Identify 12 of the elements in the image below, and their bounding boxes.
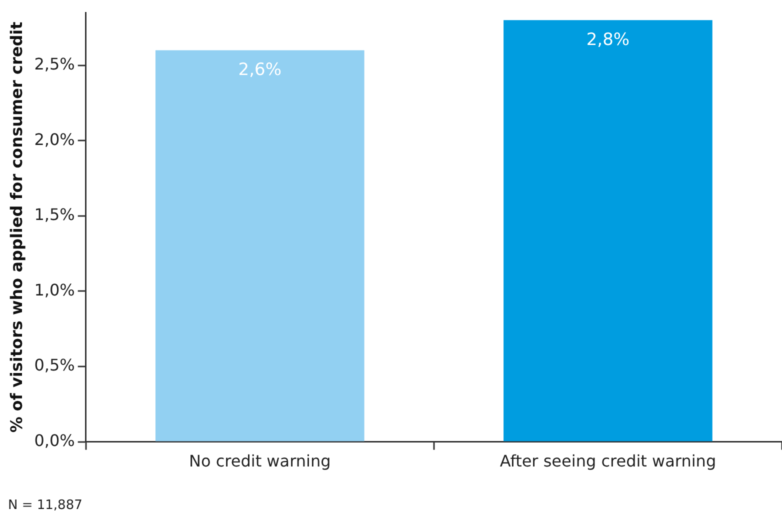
y-tick-label: 2,5% bbox=[34, 54, 75, 74]
y-tick-label: 2,0% bbox=[34, 130, 75, 149]
y-axis-title: % of visitors who applied for consumer credit bbox=[6, 21, 26, 433]
y-tick-label: 1,5% bbox=[34, 205, 75, 224]
data-label: 2,8% bbox=[586, 30, 630, 50]
y-tick-label: 1,0% bbox=[34, 280, 75, 300]
y-tick-label: 0,5% bbox=[34, 356, 75, 375]
y-tick-label: 0,0% bbox=[34, 430, 75, 450]
x-tick-label: No credit warning bbox=[189, 452, 331, 471]
x-tick-label: After seeing credit warning bbox=[500, 452, 716, 471]
text: N = 11,887 bbox=[8, 498, 82, 513]
data-label: 2,6% bbox=[238, 60, 282, 80]
